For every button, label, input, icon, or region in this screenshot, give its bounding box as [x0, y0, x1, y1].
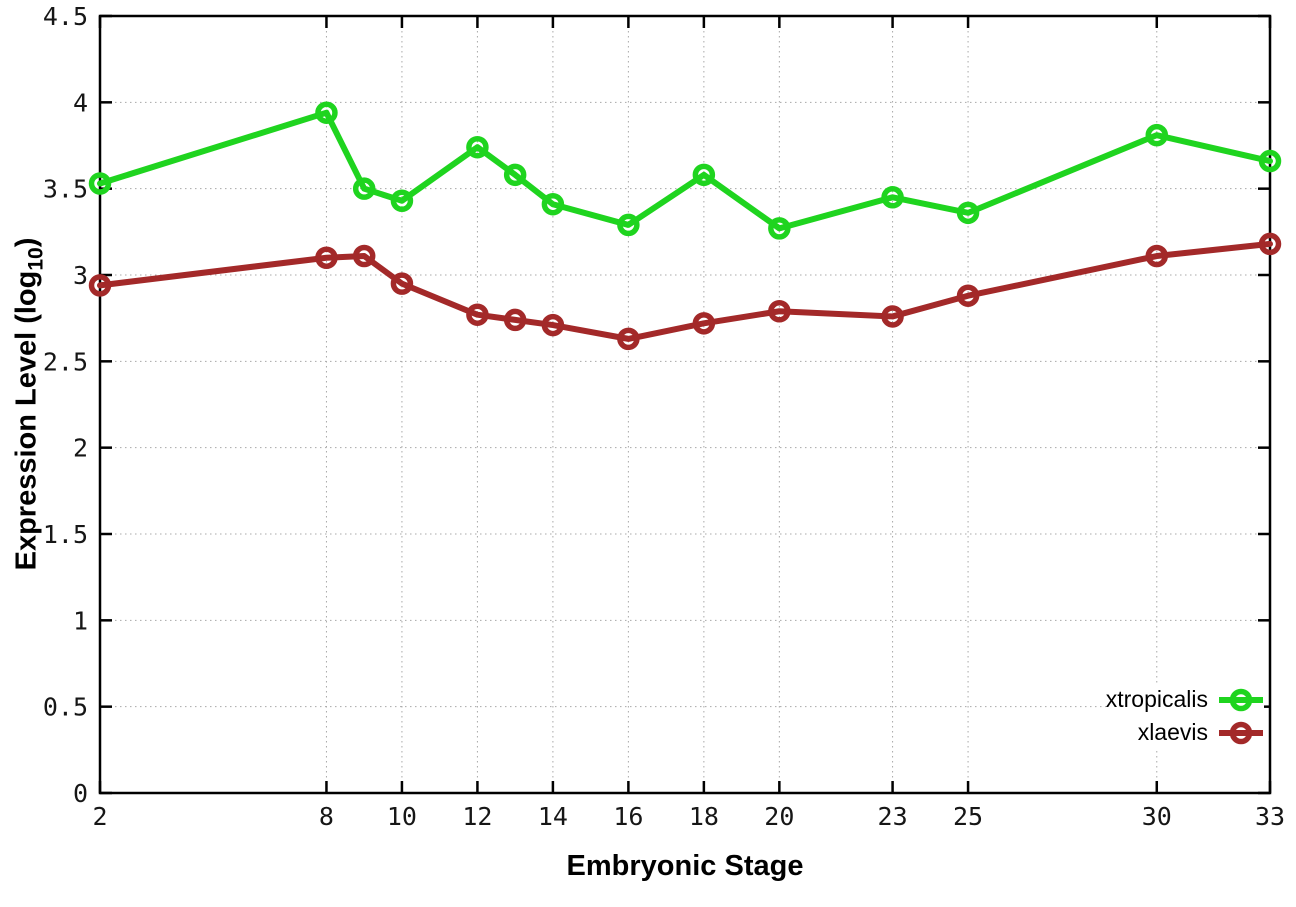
y-tick-label: 1.5	[43, 520, 88, 549]
data-point-marker	[956, 201, 980, 225]
y-tick-label: 3	[73, 261, 88, 290]
x-tick-label: 12	[462, 802, 492, 831]
x-tick-label: 20	[764, 802, 794, 831]
series-line	[97, 240, 1273, 342]
y-tick-label: 3.5	[43, 175, 88, 204]
x-tick-labels: 2 8 10 12 14 16 18 20 23 25 30 33	[92, 802, 1285, 831]
tick-marks	[98, 14, 1272, 795]
data-point-marker	[466, 303, 489, 326]
x-tick-label: 30	[1142, 802, 1172, 831]
data-point-marker	[1258, 232, 1282, 256]
y-tick-labels: 0 0.5 1 1.5 2 2.5 3 3.5 4 4.5	[43, 2, 88, 808]
y-tick-label: 0	[73, 779, 88, 808]
legend-item-xtropicalis: xtropicalis	[1106, 683, 1264, 716]
data-point-marker	[503, 163, 527, 187]
x-tick-label: 8	[319, 802, 334, 831]
data-point-marker	[617, 213, 640, 237]
y-axis-title: Expression Level (log10)	[10, 237, 48, 571]
data-point-marker	[692, 163, 716, 187]
data-point-marker	[956, 284, 980, 307]
legend-item-xlaevis: xlaevis	[1106, 716, 1264, 749]
data-point-marker	[881, 305, 904, 328]
x-tick-label: 2	[92, 802, 107, 831]
y-tick-label: 1	[73, 606, 88, 635]
data-point-marker	[352, 177, 376, 200]
y-axis-title-close: )	[10, 237, 43, 248]
legend: xtropicalis xlaevis	[1105, 683, 1264, 749]
y-axis-title-subscript: 10	[24, 247, 48, 271]
data-point-marker	[352, 244, 376, 268]
y-axis-title-text: Expression Level (log	[10, 270, 43, 571]
data-point-marker	[541, 313, 565, 337]
data-point-marker	[768, 300, 791, 323]
data-point-marker	[503, 308, 527, 332]
x-tick-label: 16	[613, 802, 643, 831]
series-xtropicalis	[88, 101, 1282, 240]
data-point-marker	[390, 272, 414, 295]
data-point-marker	[617, 327, 640, 351]
legend-label-xtropicalis: xtropicalis	[1105, 686, 1208, 712]
data-point-marker	[1145, 123, 1169, 147]
x-tick-label: 10	[387, 802, 417, 831]
plot-border	[98, 14, 1272, 795]
x-tick-label: 23	[878, 802, 908, 831]
x-axis-title: Embryonic Stage	[566, 850, 804, 882]
data-point-marker	[881, 186, 904, 209]
data-point-marker	[88, 172, 112, 195]
data-point-marker	[768, 217, 791, 240]
data-point-marker	[466, 135, 489, 159]
data-point-marker	[1258, 149, 1282, 173]
y-tick-label: 4	[73, 88, 88, 117]
series-sample-icon-xtropicalis	[1219, 688, 1263, 711]
data-point-marker	[390, 189, 414, 213]
series-xlaevis	[88, 232, 1282, 351]
x-tick-label: 18	[689, 802, 719, 831]
legend-label-xlaevis: xlaevis	[1137, 719, 1208, 745]
y-tick-label: 2	[73, 434, 88, 463]
series-sample-icon-xlaevis	[1219, 721, 1263, 744]
data-point-marker	[88, 274, 112, 297]
x-tick-label: 33	[1255, 802, 1285, 831]
y-tick-label: 4.5	[43, 2, 88, 31]
x-tick-label: 25	[953, 802, 983, 831]
data-point-marker	[315, 101, 338, 124]
data-point-marker	[692, 312, 716, 335]
data-point-marker	[315, 246, 338, 269]
x-tick-label: 14	[538, 802, 568, 831]
data-point-marker	[1145, 244, 1169, 268]
series-line	[97, 109, 1273, 232]
grid-lines	[100, 16, 1270, 793]
y-tick-label: 0.5	[43, 693, 88, 722]
data-point-marker	[541, 192, 565, 216]
y-tick-label: 2.5	[43, 347, 88, 376]
